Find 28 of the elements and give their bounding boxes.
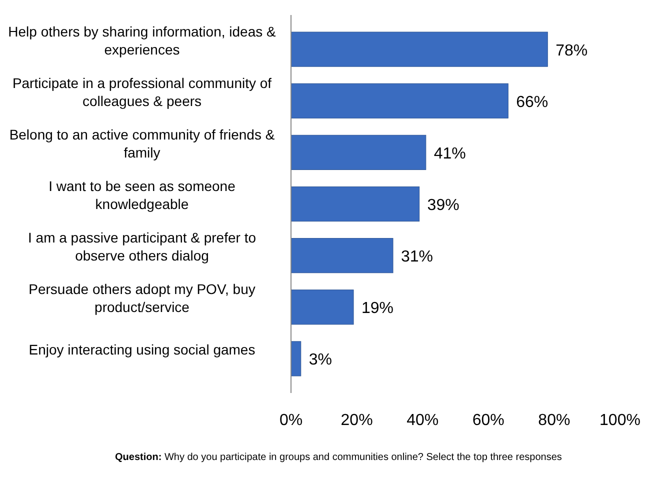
y-tick-label: Participate in a professional community of colleagues & peers: [12, 74, 272, 109]
x-tick-label: 80%: [538, 412, 570, 429]
bar: [290, 134, 426, 170]
bar: [290, 83, 508, 118]
y-tick-label: Belong to an active community of friends & family: [9, 126, 276, 160]
x-tick-label: 60%: [472, 412, 504, 429]
y-tick-label: Enjoy interacting using social games: [28, 342, 256, 358]
y-tick-label: I want to be seen as someone knowledgeable: [48, 178, 236, 212]
bar: [290, 32, 548, 67]
y-tick-label: Persuade others adopt my POV, buy product/service: [28, 281, 256, 316]
x-tick-label: 100%: [600, 412, 640, 429]
bar: [290, 290, 354, 325]
data-label: 78%: [556, 42, 588, 60]
x-tick-label: 0%: [279, 412, 303, 429]
y-tick-label: Help others by sharing information, ideas & experiences: [8, 23, 277, 58]
x-tick-label: 20%: [340, 412, 373, 429]
data-label: 3%: [308, 352, 332, 369]
data-label: 31%: [400, 248, 434, 266]
x-tick-label: 40%: [406, 412, 439, 429]
data-label: 19%: [362, 300, 394, 318]
y-tick-label: I am a passive participant & prefer to observe others dialog: [28, 230, 256, 264]
data-label: 41%: [434, 145, 466, 162]
bar: [290, 186, 420, 222]
bar: [290, 341, 302, 376]
bar: [290, 238, 394, 274]
text: Question: Why do you participate in groups and communities online? Select the top three responses: [115, 452, 562, 463]
data-label: 66%: [516, 94, 548, 111]
data-label: 39%: [427, 197, 460, 214]
